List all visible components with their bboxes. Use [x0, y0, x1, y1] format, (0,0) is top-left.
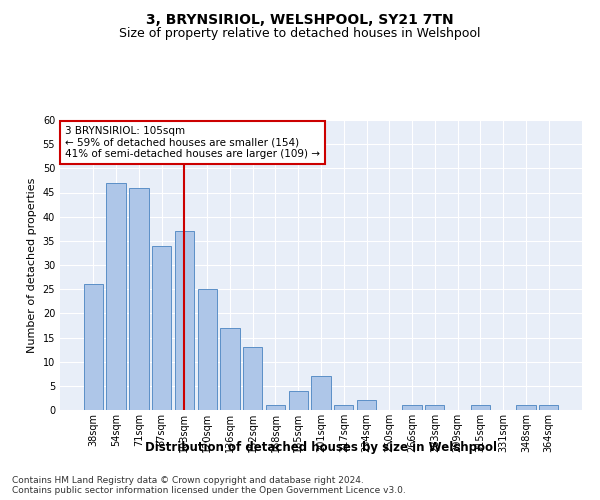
Bar [129, 188, 149, 410]
Bar [152, 246, 172, 410]
Bar [311, 376, 331, 410]
Y-axis label: Number of detached properties: Number of detached properties [27, 178, 37, 352]
Bar [403, 405, 422, 410]
Bar [266, 405, 285, 410]
Bar [197, 289, 217, 410]
Text: 3 BRYNSIRIOL: 105sqm
← 59% of detached houses are smaller (154)
41% of semi-deta: 3 BRYNSIRIOL: 105sqm ← 59% of detached h… [65, 126, 320, 159]
Bar [175, 231, 194, 410]
Bar [539, 405, 558, 410]
Bar [106, 183, 126, 410]
Text: Contains HM Land Registry data © Crown copyright and database right 2024.
Contai: Contains HM Land Registry data © Crown c… [12, 476, 406, 495]
Bar [220, 328, 239, 410]
Text: Size of property relative to detached houses in Welshpool: Size of property relative to detached ho… [119, 28, 481, 40]
Bar [334, 405, 353, 410]
Bar [470, 405, 490, 410]
Text: Distribution of detached houses by size in Welshpool: Distribution of detached houses by size … [145, 441, 497, 454]
Text: 3, BRYNSIRIOL, WELSHPOOL, SY21 7TN: 3, BRYNSIRIOL, WELSHPOOL, SY21 7TN [146, 12, 454, 26]
Bar [84, 284, 103, 410]
Bar [425, 405, 445, 410]
Bar [357, 400, 376, 410]
Bar [243, 347, 262, 410]
Bar [289, 390, 308, 410]
Bar [516, 405, 536, 410]
